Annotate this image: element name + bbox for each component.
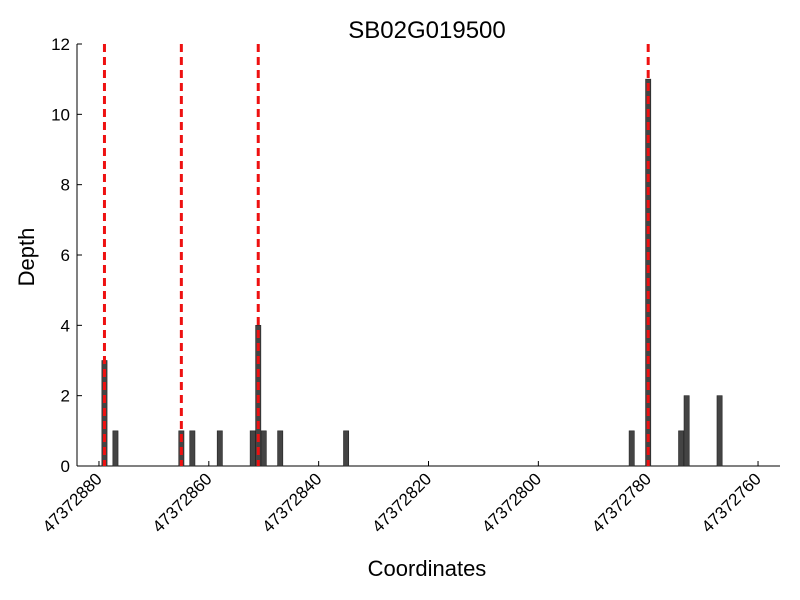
x-tick-label: 47372880 (39, 469, 106, 536)
y-tick-label: 0 (61, 457, 70, 476)
depth-bar (277, 430, 284, 467)
x-tick-label: 47372780 (588, 469, 655, 536)
y-tick-label: 12 (51, 35, 70, 54)
depth-bar (678, 430, 685, 467)
x-tick-label: 47372820 (368, 469, 435, 536)
y-tick-label: 10 (51, 105, 70, 124)
x-tick-label: 47372840 (259, 469, 326, 536)
depth-bar (249, 430, 256, 467)
y-tick-label: 6 (61, 246, 70, 265)
chart-title: SB02G019500 (348, 17, 505, 44)
depth-bar (628, 430, 635, 467)
y-tick-label: 2 (61, 387, 70, 406)
x-axis-label: Coordinates (368, 556, 487, 581)
y-tick-label: 8 (61, 176, 70, 195)
depth-bar (216, 430, 223, 467)
plot-area: 0 2 4 6 8 10 12 47372880 47372860 47372840 4737282… (39, 35, 780, 536)
depth-bar (189, 430, 196, 467)
depth-bar (260, 430, 267, 467)
depth-bar (112, 430, 119, 467)
y-axis-label: Depth (14, 228, 39, 287)
x-tick-label: 47372760 (698, 469, 765, 536)
depth-bar (343, 430, 350, 467)
depth-bar (716, 395, 723, 467)
y-tick-label: 4 (61, 316, 70, 335)
depth-bar (683, 395, 690, 467)
x-tick-label: 47372860 (149, 469, 216, 536)
x-tick-label: 47372800 (478, 469, 545, 536)
